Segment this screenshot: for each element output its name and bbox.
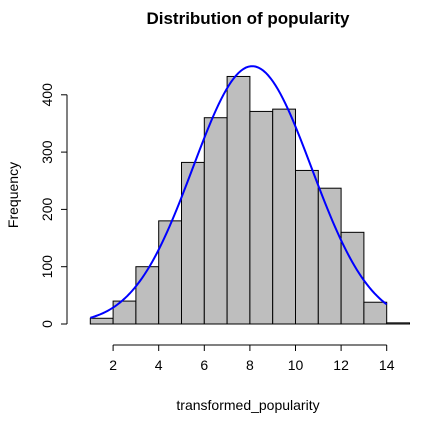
histogram-bar [295, 169, 319, 325]
x-tick-label: 14 [379, 357, 395, 373]
y-tick-label: 300 [39, 140, 55, 164]
x-tick-label: 2 [109, 357, 117, 373]
y-tick-label: 0 [39, 320, 55, 328]
curve-layer [90, 65, 388, 319]
chart-title: Distribution of popularity [146, 9, 350, 28]
x-axis: 2 4 6 8 10 12 14 [109, 344, 395, 373]
histogram-bar [249, 110, 274, 325]
histogram-bar [363, 301, 388, 325]
histogram-bar [317, 187, 342, 325]
x-tick-label: 4 [155, 357, 163, 373]
y-axis-label: Frequency [5, 162, 21, 228]
histogram-bar [203, 117, 228, 325]
histogram-bar [272, 108, 297, 325]
histogram-bar [89, 317, 114, 325]
histogram-bar [340, 231, 365, 325]
bars-layer [89, 75, 411, 325]
histogram-bar [226, 75, 251, 325]
histogram-bar [158, 220, 182, 325]
y-tick-label: 200 [39, 198, 55, 222]
x-tick-label: 12 [333, 357, 349, 373]
x-tick-label: 10 [288, 357, 304, 373]
y-axis: 0 100 200 300 400 [39, 83, 68, 328]
y-tick-label: 400 [39, 83, 55, 107]
x-axis-label: transformed_popularity [176, 397, 319, 413]
density-curve [90, 65, 388, 319]
histogram-bar [386, 322, 411, 325]
x-tick-label: 8 [246, 357, 254, 373]
y-tick-label: 100 [39, 255, 55, 279]
histogram-bar [135, 266, 160, 325]
x-tick-label: 6 [200, 357, 208, 373]
